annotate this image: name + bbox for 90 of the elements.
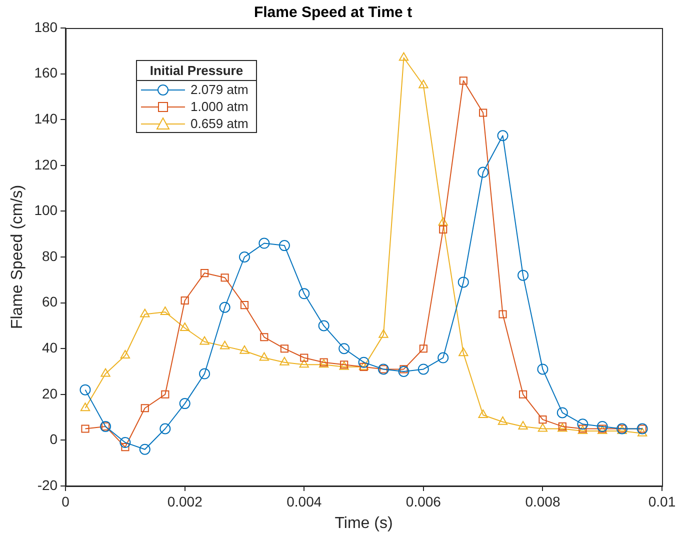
point	[180, 296, 189, 305]
point	[400, 365, 408, 374]
point	[220, 340, 230, 350]
point	[200, 336, 210, 345]
y-tick-label: 100	[34, 202, 58, 218]
point	[338, 343, 350, 354]
y-axis-title: Flame Speed (cm/s)	[9, 184, 26, 330]
point	[518, 390, 528, 398]
y-tick-label: 80	[42, 248, 58, 264]
point	[458, 276, 469, 288]
point	[200, 268, 209, 278]
point	[418, 364, 429, 375]
point	[80, 384, 91, 396]
point	[259, 352, 270, 361]
point	[258, 238, 270, 249]
point	[478, 166, 489, 178]
x-axis-title: Time (s)	[334, 514, 393, 532]
y-tick-label: 60	[42, 294, 58, 310]
x-tick-label: 0.01	[648, 493, 676, 510]
point	[278, 240, 290, 252]
y-tick-label: 180	[34, 18, 58, 35]
point	[398, 52, 409, 61]
point	[139, 444, 150, 455]
point	[160, 306, 170, 315]
point	[238, 252, 250, 262]
point	[260, 333, 268, 342]
point	[298, 288, 310, 300]
y-tick-label: 120	[34, 156, 58, 172]
point	[161, 390, 170, 398]
point	[518, 420, 528, 430]
point	[220, 274, 229, 282]
x-tick-label: 0.004	[286, 493, 322, 510]
y-tick-label: 160	[34, 64, 58, 81]
point	[280, 356, 290, 366]
point	[240, 301, 249, 310]
point	[160, 423, 171, 434]
point	[538, 416, 547, 424]
point	[418, 80, 428, 88]
y-tick-label: -20	[37, 476, 58, 493]
chart-title: Flame Speed at Time t	[254, 4, 412, 22]
y-tick-label: 40	[42, 339, 58, 356]
point	[398, 366, 410, 377]
point	[240, 345, 250, 354]
point	[596, 420, 608, 432]
legend-label: 2.079 atm	[190, 82, 248, 97]
point	[637, 428, 648, 436]
point	[121, 443, 130, 452]
point	[479, 108, 488, 117]
x-tick-label: 0.008	[525, 493, 560, 510]
point	[100, 368, 110, 377]
point	[458, 348, 468, 356]
y-tick-label: 20	[42, 385, 58, 402]
point	[219, 302, 230, 313]
point	[498, 310, 507, 318]
point	[140, 404, 149, 412]
point	[180, 322, 190, 331]
point	[378, 329, 388, 338]
point	[497, 130, 508, 142]
point	[80, 402, 90, 412]
legend-title: Initial Pressure	[136, 61, 256, 81]
point	[438, 217, 448, 226]
point	[280, 344, 288, 353]
point	[556, 407, 568, 418]
x-tick-label: 0.006	[406, 493, 442, 510]
point	[478, 410, 488, 418]
x-tick-label: 0	[62, 493, 70, 510]
x-tick-label: 0.002	[167, 493, 203, 510]
point	[419, 344, 428, 353]
point	[120, 350, 130, 358]
legend-label: 0.659 atm	[190, 116, 248, 131]
point	[439, 225, 448, 234]
point	[318, 320, 330, 332]
point	[438, 352, 449, 364]
point	[299, 359, 309, 368]
legend-label: 1.000 atm	[190, 99, 248, 114]
point	[518, 270, 529, 281]
point	[81, 424, 90, 433]
point	[120, 436, 131, 448]
point	[459, 76, 468, 85]
point	[179, 398, 190, 410]
point	[199, 368, 210, 380]
point	[300, 354, 308, 362]
y-tick-label: 140	[34, 110, 58, 126]
point	[577, 418, 588, 430]
point	[498, 416, 508, 425]
point	[358, 356, 370, 368]
point	[140, 308, 150, 318]
point	[538, 423, 548, 432]
point	[537, 364, 548, 375]
y-tick-label: 0	[50, 431, 58, 448]
